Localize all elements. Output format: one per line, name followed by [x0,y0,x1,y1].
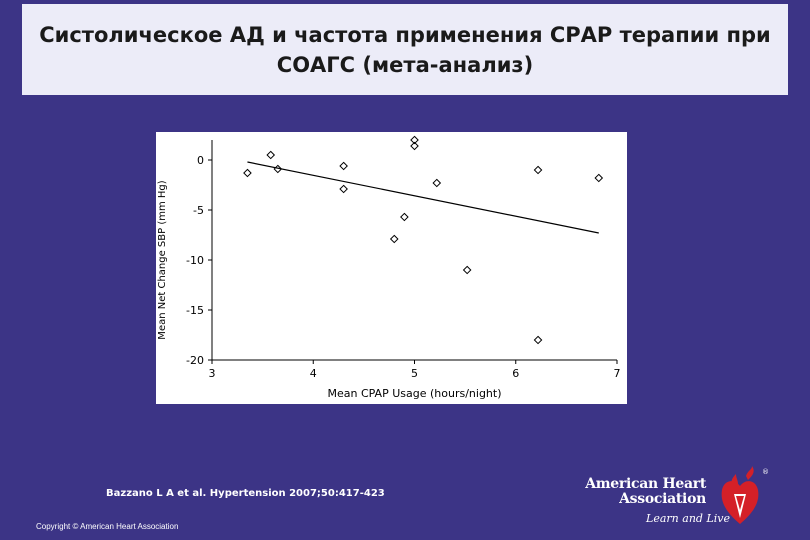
heart-torch-icon [721,466,759,524]
slide-title-line-2: СОАГС (мета-анализ) [276,52,534,77]
logo-tagline: Learn and Live [646,512,730,525]
copyright-text: Copyright © American Heart Association [36,522,179,531]
y-tick-label: -5 [193,204,204,217]
x-tick-label: 4 [310,367,317,380]
x-tick-label: 6 [512,367,519,380]
data-point [266,150,276,160]
x-tick-label: 7 [614,367,621,380]
y-axis-label: Mean Net Change SBP (mm Hg) [157,180,168,339]
citation-text: Bazzano L A et al. Hypertension 2007;50:… [106,488,385,499]
data-point [339,184,348,194]
data-point [432,178,442,188]
logo-name-line-1: American Heart [585,476,706,492]
registered-mark: ® [762,468,769,476]
data-point [533,335,543,345]
aha-logo: American Heart Association Learn and Liv… [585,466,780,530]
scatter-chart-panel: 0 -5 -10 -15 -20 3 4 5 6 7 Mean CPAP Usage (hours/… [156,132,627,404]
x-axis-label: Mean CPAP Usage (hours/night) [327,387,501,400]
slide-title-box: Систолическое АД и частота применения СР… [22,4,788,95]
data-point [243,168,252,178]
data-point [400,212,409,222]
regression-line [247,161,599,234]
y-tick-label: -20 [186,354,204,367]
y-tick-label: -10 [186,254,204,267]
data-point [273,164,283,174]
data-point [594,173,604,183]
data-point [389,234,399,244]
data-point [462,265,472,275]
y-tick-label: -15 [186,304,204,317]
slide-title-line-1: Систолическое АД и частота применения СР… [39,22,771,47]
data-point [533,165,543,175]
data-point [410,135,419,145]
data-point [339,161,348,171]
y-tick-label: 0 [197,154,204,167]
x-tick-label: 5 [411,367,418,380]
logo-name-line-2: Association [619,491,706,507]
scatter-chart: 0 -5 -10 -15 -20 3 4 5 6 7 Mean CPAP Usage (hours/… [157,135,621,400]
data-point [410,141,419,151]
x-tick-label: 3 [209,367,216,380]
